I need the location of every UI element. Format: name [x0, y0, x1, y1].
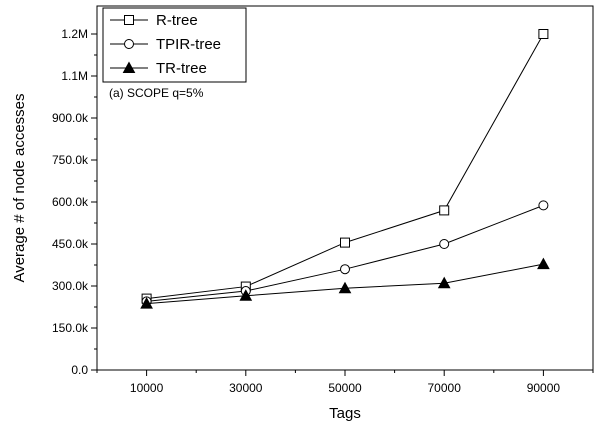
- x-axis: 10000 30000 50000 70000 90000: [96, 370, 594, 395]
- y-tick-label: 1.1M: [61, 69, 88, 83]
- y-tick-label: 300.0k: [52, 279, 89, 293]
- x-tick-label: 30000: [229, 381, 263, 395]
- y-tick-label: 450.0k: [52, 237, 89, 251]
- legend-marker: [124, 39, 134, 49]
- legend-label: TPIR-tree: [156, 36, 221, 53]
- legend-marker: [122, 61, 136, 73]
- legend-label: TR-tree: [156, 60, 207, 77]
- x-axis-label: Tags: [329, 405, 361, 422]
- legend-label: R-tree: [156, 12, 198, 29]
- data-point: [538, 29, 549, 39]
- y-axis-label: Average # of node accesses: [11, 93, 28, 282]
- chart-annotation: (a) SCOPE q=5%: [109, 86, 204, 100]
- legend-marker: [124, 15, 134, 25]
- data-point: [140, 297, 153, 309]
- data-point: [439, 205, 450, 216]
- series-layer: [140, 29, 550, 309]
- y-tick-label: 1.2M: [61, 27, 88, 41]
- data-point: [538, 200, 549, 211]
- data-point: [340, 237, 350, 248]
- y-tick-label: 900.0k: [52, 111, 89, 125]
- data-point: [437, 276, 451, 289]
- y-tick-label: 150.0k: [52, 321, 89, 335]
- legend-items: R-tree TPIR-tree TR-tree: [110, 12, 221, 77]
- x-tick-label: 50000: [328, 381, 362, 395]
- y-tick-label: 0.0: [71, 363, 88, 377]
- y-tick-label: 600.0k: [52, 195, 89, 209]
- data-point: [537, 257, 550, 270]
- legend: R-tree TPIR-tree TR-tree: [102, 7, 247, 83]
- y-axis: 0.0 150.0k 300.0k 450.0k 600.0k 750.0k 900.0k 1…: [52, 27, 97, 377]
- x-tick-label: 90000: [527, 381, 561, 395]
- x-tick-label: 10000: [130, 381, 164, 395]
- x-tick-label: 70000: [428, 381, 462, 395]
- data-point: [340, 264, 350, 275]
- data-point: [239, 289, 253, 301]
- data-point: [338, 281, 352, 294]
- data-point: [439, 239, 450, 249]
- y-tick-label: 750.0k: [52, 153, 89, 167]
